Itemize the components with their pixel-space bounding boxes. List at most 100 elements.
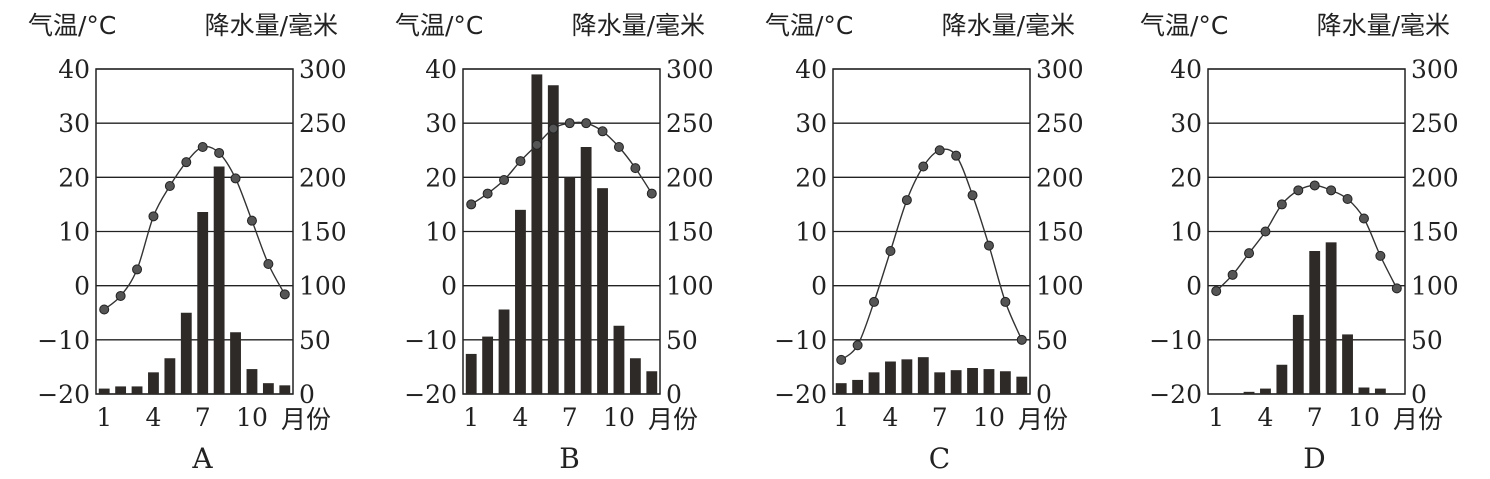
plot-frame <box>1207 68 1406 395</box>
x-tick-label: 7 <box>195 403 211 432</box>
right-tick-label: 100 <box>299 272 347 301</box>
left-tick-label: 10 <box>795 218 827 247</box>
temperature-point <box>230 173 241 184</box>
precip-bar <box>180 312 192 394</box>
precip-bar <box>115 386 127 394</box>
precip-bar <box>564 177 576 394</box>
temperature-point <box>852 340 863 351</box>
right-tick-label: 250 <box>299 109 347 138</box>
x-tick-label: 10 <box>603 403 635 432</box>
precip-bar <box>279 385 291 394</box>
temperature-point <box>515 156 526 167</box>
temperature-point <box>1260 226 1271 237</box>
temperature-point <box>967 190 978 201</box>
precip-bar <box>1016 376 1028 394</box>
precip-bar <box>885 361 896 394</box>
temperature-point <box>630 163 641 174</box>
temperature-line <box>470 121 653 206</box>
precip-bar <box>1325 242 1337 394</box>
x-tick-label: 7 <box>1307 403 1323 432</box>
temperature-point <box>1000 296 1011 307</box>
panel-label: B <box>559 442 580 475</box>
right-tick-label: 300 <box>1411 55 1459 84</box>
precip-bar <box>1342 334 1353 394</box>
left-tick-label: 30 <box>425 109 457 138</box>
left-tick-label: 40 <box>425 55 457 84</box>
left-tick-label: 0 <box>811 272 827 301</box>
x-tick-label: 7 <box>562 403 578 432</box>
temperature-point <box>1227 269 1238 280</box>
right-tick-label: 150 <box>299 218 347 247</box>
temperature-point <box>885 246 896 256</box>
precip-bar <box>629 358 641 394</box>
temperature-point <box>197 142 208 152</box>
right-tick-label: 50 <box>299 326 331 355</box>
x-tick-label: 4 <box>883 403 899 432</box>
temperature-point <box>1309 180 1320 191</box>
right-tick-label: 300 <box>299 55 347 84</box>
left-tick-label: −10 <box>404 326 457 355</box>
x-axis-label: 月份 <box>648 405 698 434</box>
left-axis-label: 气温/°C <box>28 11 116 40</box>
temperature-point <box>869 296 880 307</box>
chart-panel-A: 40 300 30 250 20 200 10 150 0 100 −10 50 −20 0 1 4 7 10 月份… <box>28 11 347 475</box>
precip-bar <box>498 309 510 394</box>
left-tick-label: 40 <box>58 55 90 84</box>
temperature-point <box>1391 283 1402 294</box>
temperature-point <box>983 240 994 251</box>
precip-bar <box>547 85 559 394</box>
temperature-point <box>548 123 559 134</box>
precip-bar <box>868 372 880 394</box>
temperature-point <box>1342 194 1353 204</box>
precip-bar <box>197 212 209 394</box>
temperature-point <box>1244 248 1255 259</box>
left-axis-label: 气温/°C <box>765 11 853 40</box>
right-tick-label: 0 <box>666 380 682 409</box>
right-tick-label: 0 <box>1036 380 1052 409</box>
precip-bar <box>835 383 847 394</box>
x-tick-label: 1 <box>1208 403 1224 432</box>
x-tick-label: 10 <box>236 403 268 432</box>
precip-bar <box>148 372 159 394</box>
right-tick-label: 200 <box>1411 163 1459 192</box>
precip-bar <box>1292 314 1304 394</box>
right-axis-label: 降水量/毫米 <box>205 11 338 40</box>
right-tick-label: 50 <box>666 326 698 355</box>
left-axis-label: 气温/°C <box>395 11 483 40</box>
temperature-point <box>1326 185 1337 196</box>
right-tick-label: 0 <box>299 380 315 409</box>
chart-panel-D: 40 300 30 250 20 200 10 150 0 100 −10 50 −20 0 1 4 7 10 月份… <box>1140 11 1459 475</box>
right-tick-label: 50 <box>1036 326 1068 355</box>
x-axis-label: 月份 <box>281 405 331 434</box>
x-tick-label: 10 <box>1348 403 1380 432</box>
left-tick-label: 0 <box>441 272 457 301</box>
plot-frame <box>832 68 1031 395</box>
temperature-point <box>214 147 225 158</box>
temperature-line <box>1215 184 1398 292</box>
right-tick-label: 200 <box>299 163 347 192</box>
temperature-point <box>1276 199 1287 210</box>
temperature-point <box>564 118 575 129</box>
x-tick-label: 7 <box>932 403 948 432</box>
plot-frame <box>462 68 661 395</box>
left-tick-label: −10 <box>774 326 827 355</box>
temperature-line <box>840 148 1023 361</box>
right-tick-label: 300 <box>1036 55 1084 84</box>
left-tick-label: 40 <box>795 55 827 84</box>
right-axis-label: 降水量/毫米 <box>1317 11 1450 40</box>
x-tick-label: 4 <box>146 403 162 432</box>
precip-bar <box>950 370 962 394</box>
precip-bar <box>246 369 258 394</box>
right-tick-label: 100 <box>1411 272 1459 301</box>
precip-bar <box>580 147 592 394</box>
temperature-point <box>1358 213 1369 224</box>
precip-bar <box>1276 364 1288 394</box>
precip-bar <box>1309 251 1321 394</box>
left-tick-label: 20 <box>1170 163 1202 192</box>
right-tick-label: 150 <box>1036 218 1084 247</box>
precip-bar <box>1260 388 1271 394</box>
temperature-point <box>836 354 847 365</box>
precip-bar <box>934 372 946 394</box>
panel-label: D <box>1303 442 1325 475</box>
